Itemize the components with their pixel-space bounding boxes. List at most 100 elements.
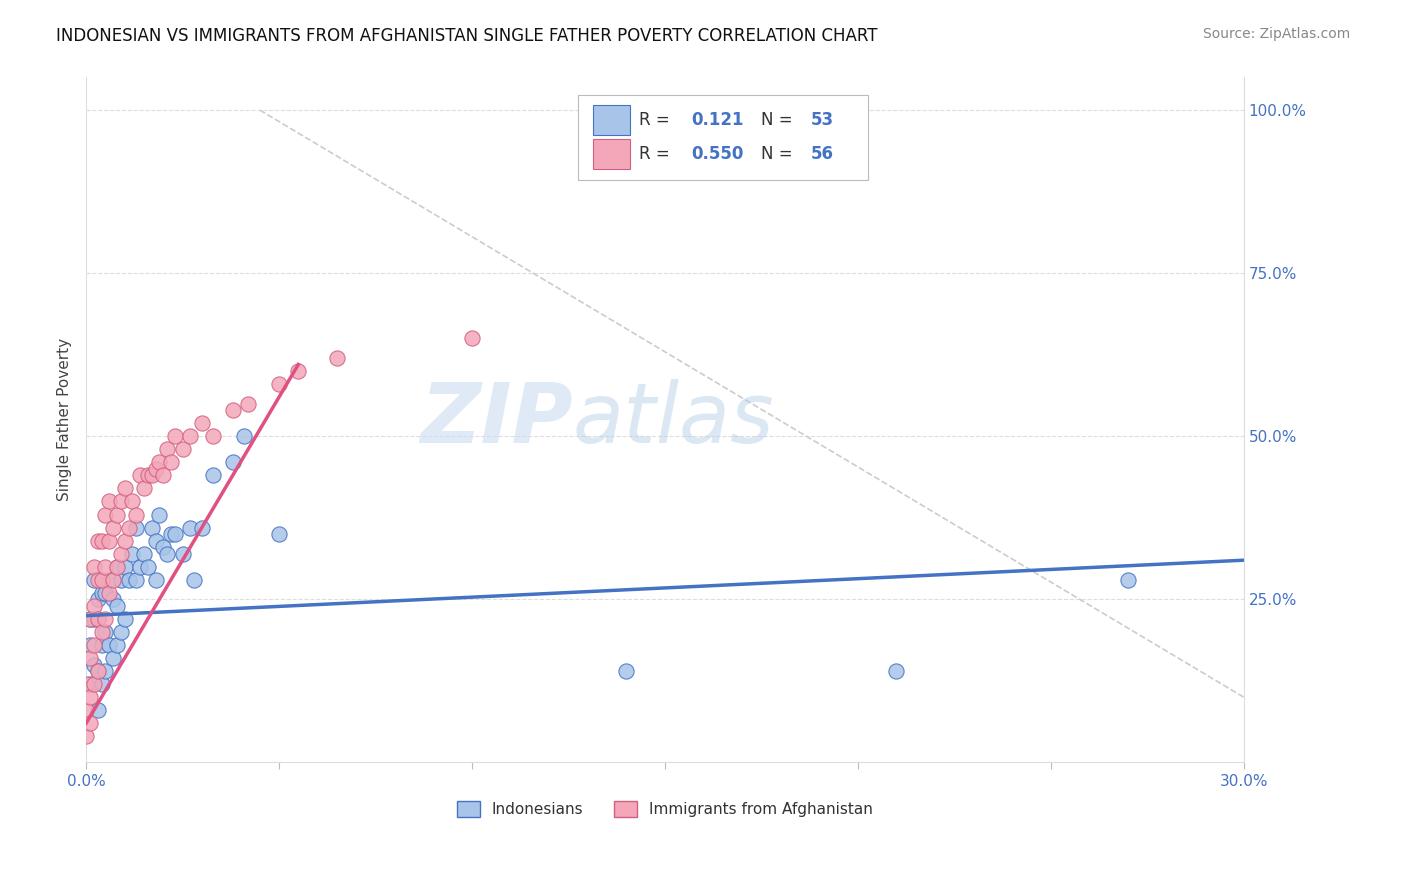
Point bbox=[191, 520, 214, 534]
Point bbox=[461, 331, 484, 345]
Text: 56: 56 bbox=[811, 145, 834, 163]
Point bbox=[886, 664, 908, 678]
Point bbox=[191, 416, 214, 430]
Point bbox=[94, 612, 117, 626]
Point bbox=[1116, 573, 1139, 587]
Point bbox=[114, 559, 136, 574]
Point bbox=[86, 592, 108, 607]
Point bbox=[86, 664, 108, 678]
Point bbox=[90, 586, 112, 600]
Point bbox=[83, 612, 105, 626]
Point bbox=[163, 429, 186, 443]
Point bbox=[75, 729, 97, 743]
Point bbox=[90, 677, 112, 691]
Point bbox=[105, 508, 128, 522]
Point bbox=[156, 442, 179, 457]
Point bbox=[129, 468, 152, 483]
Point bbox=[86, 703, 108, 717]
Point bbox=[79, 638, 101, 652]
Point bbox=[160, 455, 183, 469]
Point bbox=[125, 573, 148, 587]
Point bbox=[94, 664, 117, 678]
Point bbox=[267, 377, 290, 392]
Text: ZIP: ZIP bbox=[419, 379, 572, 460]
Point bbox=[148, 508, 170, 522]
Point bbox=[98, 494, 121, 508]
Point bbox=[132, 482, 155, 496]
Point bbox=[79, 677, 101, 691]
Point bbox=[90, 624, 112, 639]
Point bbox=[145, 573, 167, 587]
Point bbox=[114, 612, 136, 626]
Point bbox=[83, 657, 105, 672]
Text: R =: R = bbox=[640, 145, 675, 163]
Point bbox=[326, 351, 349, 365]
Point bbox=[236, 396, 259, 410]
Point bbox=[90, 573, 112, 587]
Text: INDONESIAN VS IMMIGRANTS FROM AFGHANISTAN SINGLE FATHER POVERTY CORRELATION CHAR: INDONESIAN VS IMMIGRANTS FROM AFGHANISTA… bbox=[56, 27, 877, 45]
Point bbox=[136, 559, 159, 574]
Point bbox=[110, 624, 132, 639]
Point bbox=[125, 508, 148, 522]
FancyBboxPatch shape bbox=[593, 139, 630, 169]
Text: N =: N = bbox=[761, 145, 793, 163]
Point bbox=[141, 520, 163, 534]
Point bbox=[105, 599, 128, 613]
Point bbox=[233, 429, 256, 443]
Text: atlas: atlas bbox=[572, 379, 773, 460]
Point bbox=[114, 482, 136, 496]
Point bbox=[110, 573, 132, 587]
Point bbox=[105, 559, 128, 574]
FancyBboxPatch shape bbox=[593, 105, 630, 135]
Point bbox=[614, 664, 637, 678]
Point bbox=[222, 455, 245, 469]
Point bbox=[101, 592, 124, 607]
Point bbox=[152, 540, 174, 554]
Point bbox=[117, 520, 139, 534]
Point bbox=[222, 403, 245, 417]
Point bbox=[86, 612, 108, 626]
Text: 0.550: 0.550 bbox=[692, 145, 744, 163]
Text: 0.121: 0.121 bbox=[692, 111, 744, 129]
Point bbox=[98, 586, 121, 600]
Point bbox=[75, 703, 97, 717]
Point bbox=[110, 494, 132, 508]
Point bbox=[101, 520, 124, 534]
Point bbox=[105, 559, 128, 574]
Point bbox=[132, 547, 155, 561]
Point bbox=[79, 716, 101, 731]
Point bbox=[98, 533, 121, 548]
Point bbox=[202, 429, 225, 443]
Point bbox=[94, 586, 117, 600]
Point bbox=[79, 612, 101, 626]
Point bbox=[183, 573, 205, 587]
FancyBboxPatch shape bbox=[578, 95, 868, 180]
Point bbox=[83, 677, 105, 691]
Point bbox=[90, 533, 112, 548]
Text: 53: 53 bbox=[811, 111, 834, 129]
Point bbox=[202, 468, 225, 483]
Point bbox=[83, 638, 105, 652]
Point bbox=[90, 638, 112, 652]
Point bbox=[179, 520, 201, 534]
Point bbox=[86, 573, 108, 587]
Point bbox=[125, 520, 148, 534]
Text: N =: N = bbox=[761, 111, 793, 129]
Point bbox=[129, 559, 152, 574]
Point bbox=[121, 494, 143, 508]
Point bbox=[148, 455, 170, 469]
Point bbox=[145, 533, 167, 548]
Point bbox=[152, 468, 174, 483]
Point bbox=[79, 651, 101, 665]
Point bbox=[163, 527, 186, 541]
Point bbox=[172, 547, 194, 561]
Point bbox=[105, 638, 128, 652]
Point bbox=[117, 573, 139, 587]
Point bbox=[136, 468, 159, 483]
Point bbox=[114, 533, 136, 548]
Point bbox=[156, 547, 179, 561]
Point bbox=[86, 612, 108, 626]
Point bbox=[141, 468, 163, 483]
Point bbox=[98, 638, 121, 652]
Point bbox=[94, 559, 117, 574]
